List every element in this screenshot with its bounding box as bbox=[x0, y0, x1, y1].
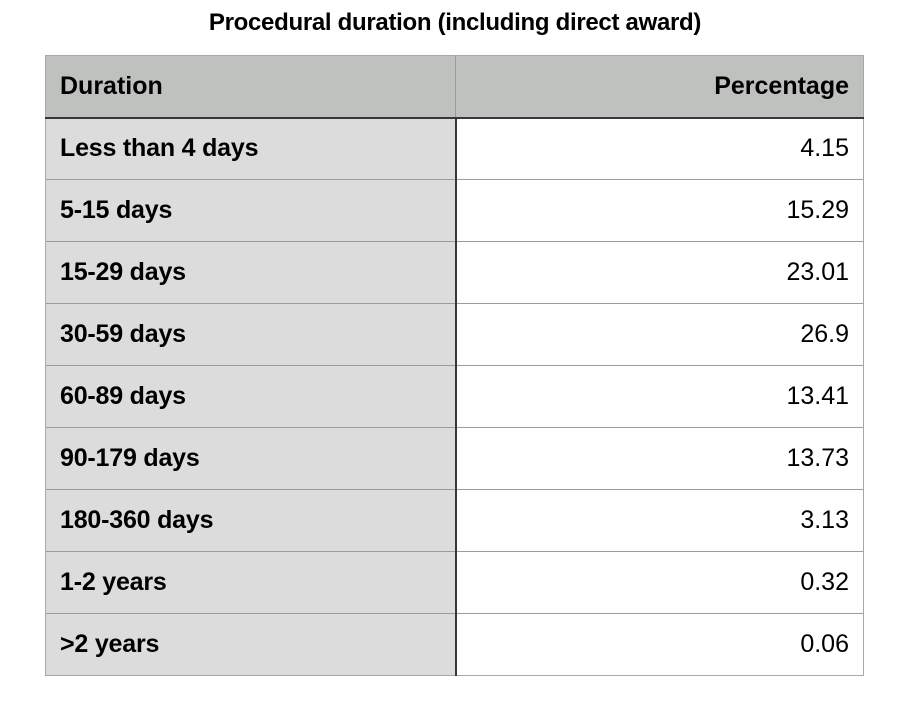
percentage-cell: 0.06 bbox=[455, 613, 864, 676]
table-row: 5-15 days 15.29 bbox=[45, 179, 864, 242]
duration-cell: >2 years bbox=[45, 613, 457, 676]
header-duration: Duration bbox=[45, 55, 456, 119]
table-body: Less than 4 days 4.15 5-15 days 15.29 15… bbox=[45, 117, 864, 676]
table-row: 90-179 days 13.73 bbox=[45, 427, 864, 490]
duration-cell: 180-360 days bbox=[45, 489, 457, 552]
header-row: Duration Percentage bbox=[45, 55, 864, 119]
chart-title: Procedural duration (including direct aw… bbox=[208, 9, 702, 36]
percentage-cell: 0.32 bbox=[455, 551, 864, 614]
table-row: 30-59 days 26.9 bbox=[45, 303, 864, 366]
percentage-cell: 23.01 bbox=[455, 241, 864, 304]
duration-cell: 5-15 days bbox=[45, 179, 457, 242]
duration-cell: Less than 4 days bbox=[45, 117, 457, 180]
percentage-cell: 13.73 bbox=[455, 427, 864, 490]
header-percentage: Percentage bbox=[455, 55, 864, 119]
table-row: 60-89 days 13.41 bbox=[45, 365, 864, 428]
duration-cell: 1-2 years bbox=[45, 551, 457, 614]
table-row: 180-360 days 3.13 bbox=[45, 489, 864, 552]
duration-cell: 90-179 days bbox=[45, 427, 457, 490]
percentage-cell: 15.29 bbox=[455, 179, 864, 242]
table-row: >2 years 0.06 bbox=[45, 613, 864, 676]
table-row: 15-29 days 23.01 bbox=[45, 241, 864, 304]
table-row: Less than 4 days 4.15 bbox=[45, 117, 864, 180]
duration-cell: 30-59 days bbox=[45, 303, 457, 366]
duration-cell: 15-29 days bbox=[45, 241, 457, 304]
duration-table: Duration Percentage Less than 4 days 4.1… bbox=[45, 55, 864, 676]
percentage-cell: 4.15 bbox=[455, 117, 864, 180]
percentage-cell: 26.9 bbox=[455, 303, 864, 366]
table-row: 1-2 years 0.32 bbox=[45, 551, 864, 614]
percentage-cell: 3.13 bbox=[455, 489, 864, 552]
duration-cell: 60-89 days bbox=[45, 365, 457, 428]
percentage-cell: 13.41 bbox=[455, 365, 864, 428]
